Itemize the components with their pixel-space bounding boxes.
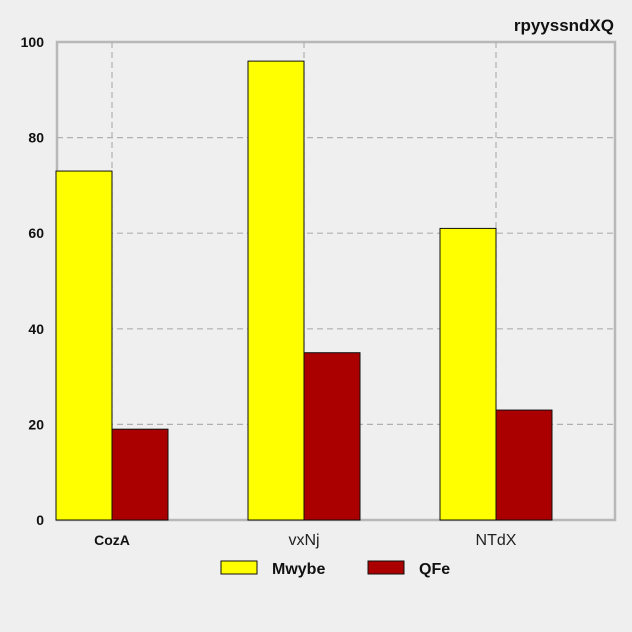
x-tick-label-0: CozA xyxy=(94,532,130,548)
y-tick-label-2: 40 xyxy=(28,321,44,337)
legend-label-Mwybe: Mwybe xyxy=(272,561,325,578)
y-tick-label-0: 0 xyxy=(36,512,44,528)
y-tick-label-4: 80 xyxy=(28,130,44,146)
bar-QFe-NTdX xyxy=(495,409,553,521)
bar-Mwybe-CozA xyxy=(55,170,113,521)
y-tick-label-5: 100 xyxy=(21,34,45,50)
legend: Mwybe QFe xyxy=(220,560,450,578)
bar-Mwybe-NTdX xyxy=(439,227,497,521)
legend-swatch-QFe xyxy=(367,560,405,575)
y-tick-label-3: 60 xyxy=(28,225,44,241)
legend-swatch-Mwybe xyxy=(220,560,258,575)
bar-QFe-CozA xyxy=(111,428,169,521)
y-tick-label-1: 20 xyxy=(28,416,44,432)
bar-Mwybe-vxNj xyxy=(247,60,305,521)
y-axis-ticks: 0 20 40 60 80 100 xyxy=(21,34,45,528)
x-tick-label-1: vxNj xyxy=(288,532,319,549)
x-axis-ticks: CozA vxNj NTdX xyxy=(94,532,517,549)
chart-title: rpyyssndXQ xyxy=(514,16,614,35)
bar-QFe-vxNj xyxy=(303,352,361,521)
x-tick-label-2: NTdX xyxy=(476,532,517,549)
legend-label-QFe: QFe xyxy=(419,561,450,578)
bars xyxy=(55,60,553,521)
